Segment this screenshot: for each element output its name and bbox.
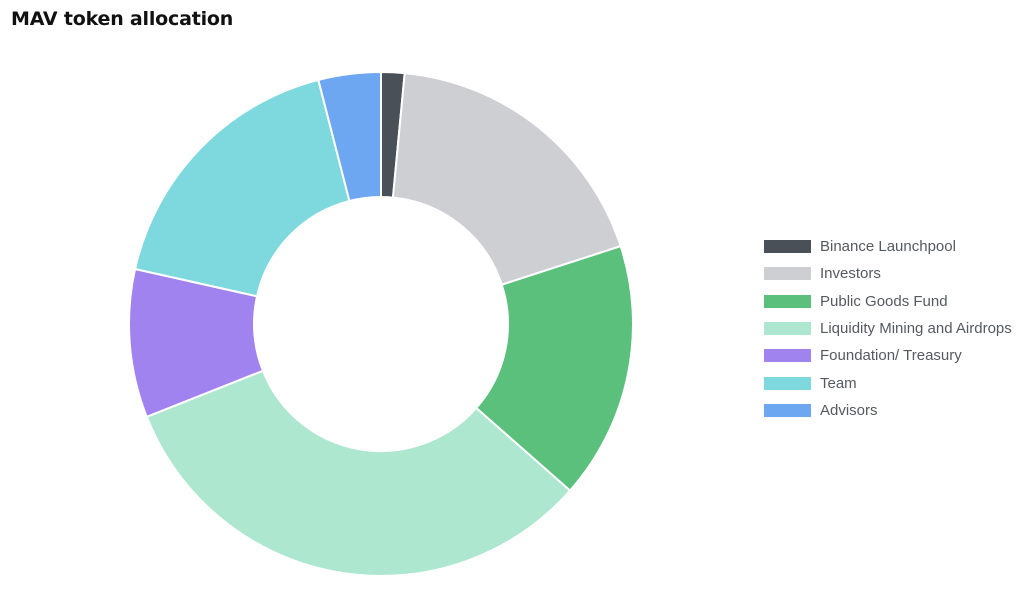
legend-label: Binance Launchpool xyxy=(820,238,956,256)
legend-item-investors[interactable]: Investors xyxy=(764,260,1012,287)
legend-swatch xyxy=(764,240,811,254)
legend-label: Advisors xyxy=(820,401,878,419)
legend-item-public-goods-fund[interactable]: Public Goods Fund xyxy=(764,288,1012,315)
legend-swatch xyxy=(764,349,811,363)
legend-item-binance-launchpool[interactable]: Binance Launchpool xyxy=(764,233,1012,260)
legend-label: Liquidity Mining and Airdrops xyxy=(820,320,1012,338)
slice-public-goods-fund[interactable] xyxy=(474,244,634,493)
legend-label: Foundation/ Treasury xyxy=(820,347,962,365)
legend-swatch xyxy=(764,322,811,336)
legend-item-foundation-treasury[interactable]: Foundation/ Treasury xyxy=(764,342,1012,369)
legend-item-liquidity-mining-and-airdrops[interactable]: Liquidity Mining and Airdrops xyxy=(764,315,1012,342)
chart-legend: Binance Launchpool Investors Public Goods … xyxy=(764,233,1012,424)
legend-label: Public Goods Fund xyxy=(820,292,948,310)
slice-team[interactable] xyxy=(133,78,351,298)
legend-label: Investors xyxy=(820,265,881,283)
legend-swatch xyxy=(764,376,811,390)
chart-title: MAV token allocation xyxy=(11,8,234,30)
legend-swatch xyxy=(764,294,811,308)
legend-swatch xyxy=(764,267,811,281)
legend-item-advisors[interactable]: Advisors xyxy=(764,397,1012,424)
legend-swatch xyxy=(764,403,811,417)
slice-liquidity-mining-and-airdrops[interactable] xyxy=(145,369,572,577)
legend-label: Team xyxy=(820,374,857,392)
slice-advisors[interactable] xyxy=(317,70,382,203)
slice-investors[interactable] xyxy=(391,72,622,287)
legend-item-team[interactable]: Team xyxy=(764,369,1012,396)
donut-slices xyxy=(128,70,634,577)
